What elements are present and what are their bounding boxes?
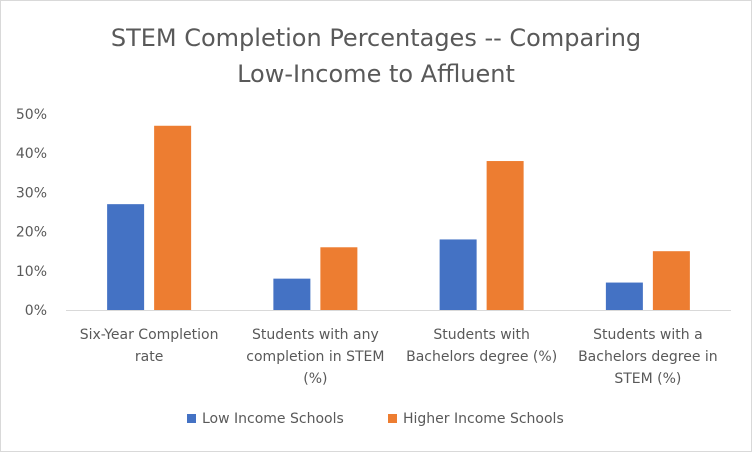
y-axis: 0% 10% 20% 30% 40% 50% — [16, 107, 47, 319]
x-category-label: Students with any — [252, 327, 379, 343]
legend-label: Low Income Schools — [202, 411, 344, 427]
chart-title-line: Low-Income to Affluent — [237, 60, 515, 88]
bars — [107, 125, 690, 310]
bar-higher-income — [652, 251, 690, 310]
legend: Low Income Schools Higher Income Schools — [187, 411, 564, 427]
chart-title-line: STEM Completion Percentages -- Comparing — [111, 24, 641, 52]
chart-title: STEM Completion Percentages -- Comparing… — [111, 24, 641, 88]
bar-low-income — [273, 278, 311, 310]
legend-swatch — [388, 414, 397, 423]
bar-higher-income — [320, 247, 358, 310]
x-category-label: Bachelors degree in — [578, 349, 718, 365]
bar-low-income — [605, 282, 643, 310]
y-tick-label: 10% — [16, 264, 47, 280]
x-category-label: Students with — [433, 327, 530, 343]
x-axis: Six-Year Completion rate Students with any… — [66, 310, 731, 387]
legend-swatch — [187, 414, 196, 423]
x-category-label: (%) — [303, 371, 327, 387]
y-tick-label: 0% — [25, 303, 47, 319]
x-category-label: Six-Year Completion — [80, 327, 219, 343]
y-tick-label: 50% — [16, 107, 47, 123]
y-tick-label: 20% — [16, 225, 47, 241]
x-category-label: STEM (%) — [614, 371, 681, 387]
x-category-label: completion in STEM — [246, 349, 384, 365]
bar-higher-income — [154, 125, 192, 310]
y-tick-label: 30% — [16, 185, 47, 201]
legend-label: Higher Income Schools — [403, 411, 564, 427]
x-category-label: rate — [135, 349, 163, 365]
bar-higher-income — [486, 161, 524, 310]
bar-low-income — [107, 204, 145, 310]
x-category-label: Bachelors degree (%) — [406, 349, 557, 365]
bar-low-income — [439, 239, 477, 310]
y-tick-label: 40% — [16, 146, 47, 162]
x-category-label: Students with a — [593, 327, 703, 343]
